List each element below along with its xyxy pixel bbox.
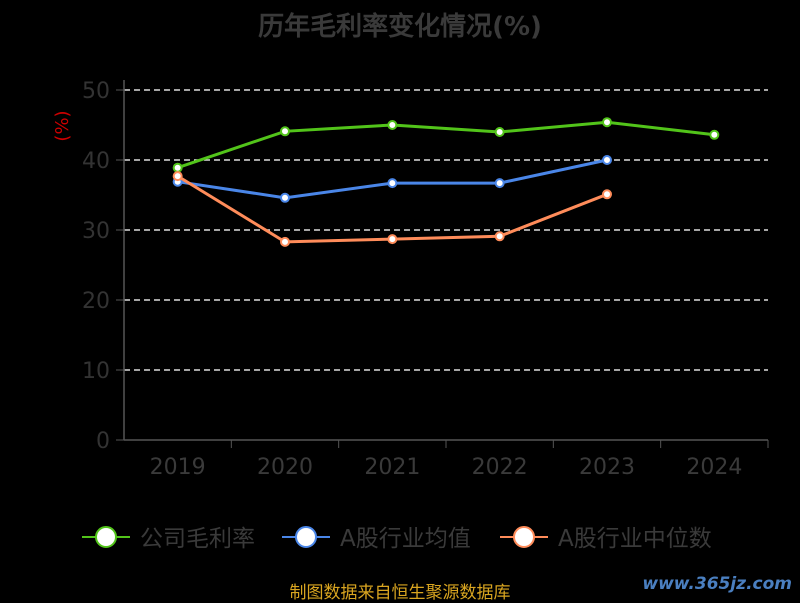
y-tick-label: 10 [82, 359, 110, 384]
data-point [602, 189, 612, 200]
x-tick-label: 2022 [472, 455, 528, 480]
legend-label: A股行业均值 [340, 526, 471, 552]
data-point [494, 127, 505, 137]
data-point [387, 120, 398, 130]
chart-title: 历年毛利率变化情况(%) [258, 12, 542, 42]
legend-label: 公司毛利率 [140, 526, 255, 552]
y-tick-label: 40 [82, 149, 110, 174]
x-tick-label: 2019 [150, 455, 206, 480]
data-point [280, 192, 290, 203]
data-point [602, 117, 612, 128]
data-point [387, 178, 398, 189]
data-point [494, 231, 505, 242]
data-point [280, 126, 290, 137]
series-line-0 [177, 120, 715, 170]
legend-label: A股行业中位数 [558, 526, 712, 552]
x-tick-label: 2024 [686, 455, 742, 480]
data-point [709, 129, 720, 140]
data-point [602, 155, 612, 165]
y-axis-label: (%) [52, 110, 73, 141]
watermark: www.365jz.com [642, 574, 792, 594]
legend-marker [95, 526, 117, 548]
x-tick-label: 2023 [579, 455, 635, 480]
x-tick-label: 2021 [364, 455, 420, 480]
legend-marker [513, 526, 535, 548]
y-tick-label: 30 [82, 219, 110, 244]
source-note: 制图数据来自恒生聚源数据库 [289, 583, 511, 603]
data-point [172, 171, 183, 182]
data-point [494, 178, 505, 189]
y-tick-label: 50 [82, 79, 110, 104]
x-tick-label: 2020 [257, 455, 313, 480]
y-tick-label: 20 [82, 289, 110, 314]
data-point [387, 234, 398, 245]
y-tick-label: 0 [96, 429, 110, 454]
legend-marker [295, 526, 317, 548]
data-point [172, 162, 183, 173]
data-point [280, 236, 290, 247]
